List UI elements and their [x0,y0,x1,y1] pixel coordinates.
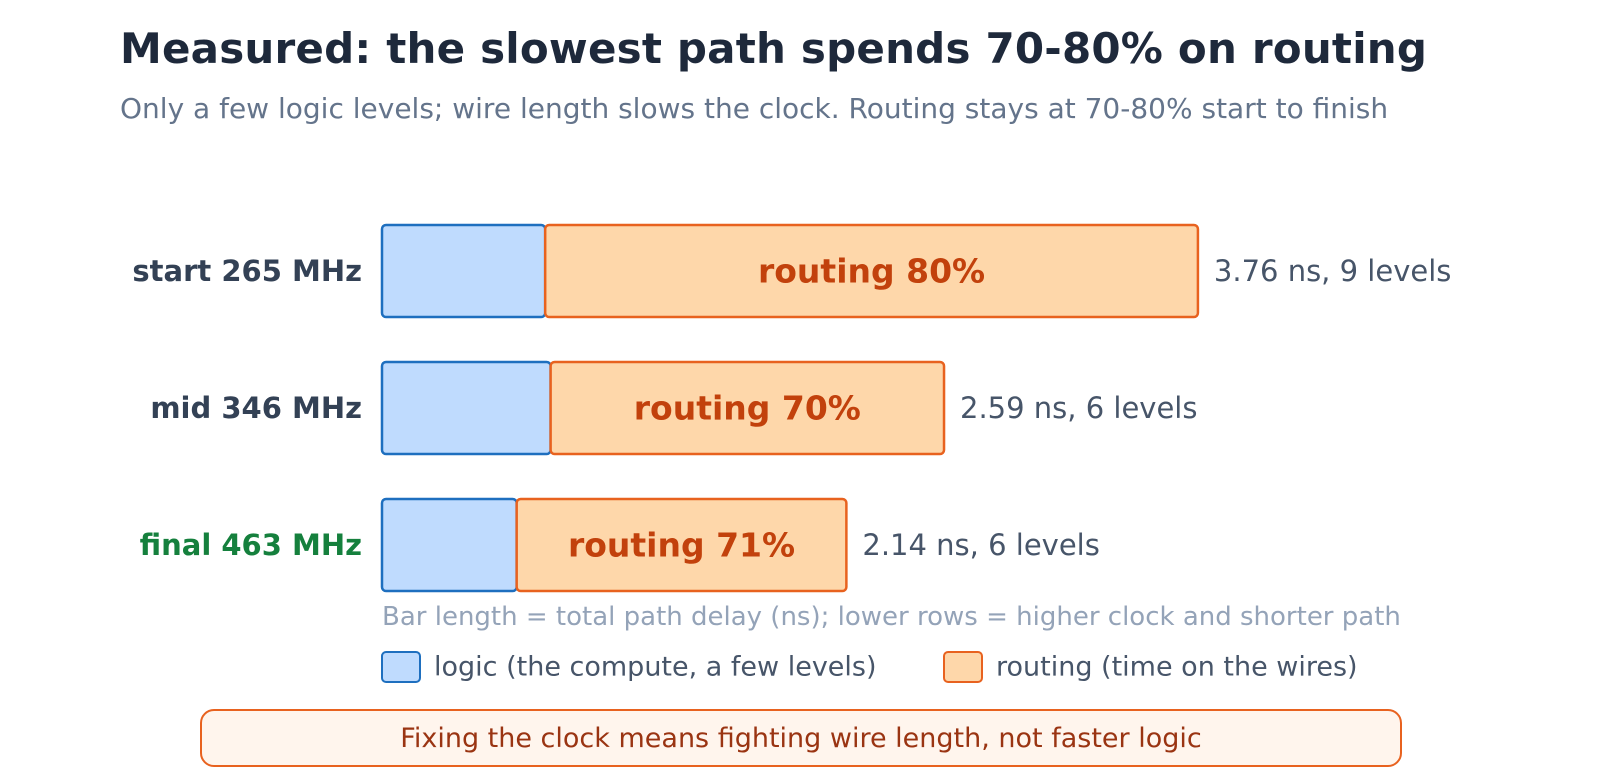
row-label: final 463 MHz [140,528,362,562]
stacked-bar-chart: start 265 MHz routing 80% 3.76 ns, 9 level… [132,223,1451,683]
routing-percent-label: routing 80% [758,252,985,291]
bar-logic-segment [380,360,552,456]
row-label: mid 346 MHz [150,391,362,425]
bar-routing-segment [543,223,1200,319]
legend-swatch-routing [943,651,983,683]
routing-percent-label: routing 70% [634,389,861,428]
bar-routing-segment [515,497,848,593]
chart-title: Measured: the slowest path spends 70-80%… [120,24,1428,73]
legend-label-logic: logic (the compute, a few levels) [434,652,877,683]
bar-routing-segment [549,360,946,456]
legend-label-routing: routing (time on the wires) [996,652,1358,683]
axis-note: Bar length = total path delay (ns); lowe… [382,602,1401,632]
delay-levels-label: 3.76 ns, 9 levels [1214,254,1451,288]
bar-logic-segment [380,497,518,593]
chart-subtitle: Only a few logic levels; wire length slo… [120,92,1389,125]
delay-levels-label: 2.14 ns, 6 levels [862,528,1099,562]
routing-percent-label: routing 71% [568,526,795,565]
delay-levels-label: 2.59 ns, 6 levels [960,391,1197,425]
row-label: start 265 MHz [132,254,362,288]
conclusion-callout: Fixing the clock means fighting wire len… [200,709,1402,767]
bar-logic-segment [380,223,547,319]
legend-swatch-logic [381,651,421,683]
